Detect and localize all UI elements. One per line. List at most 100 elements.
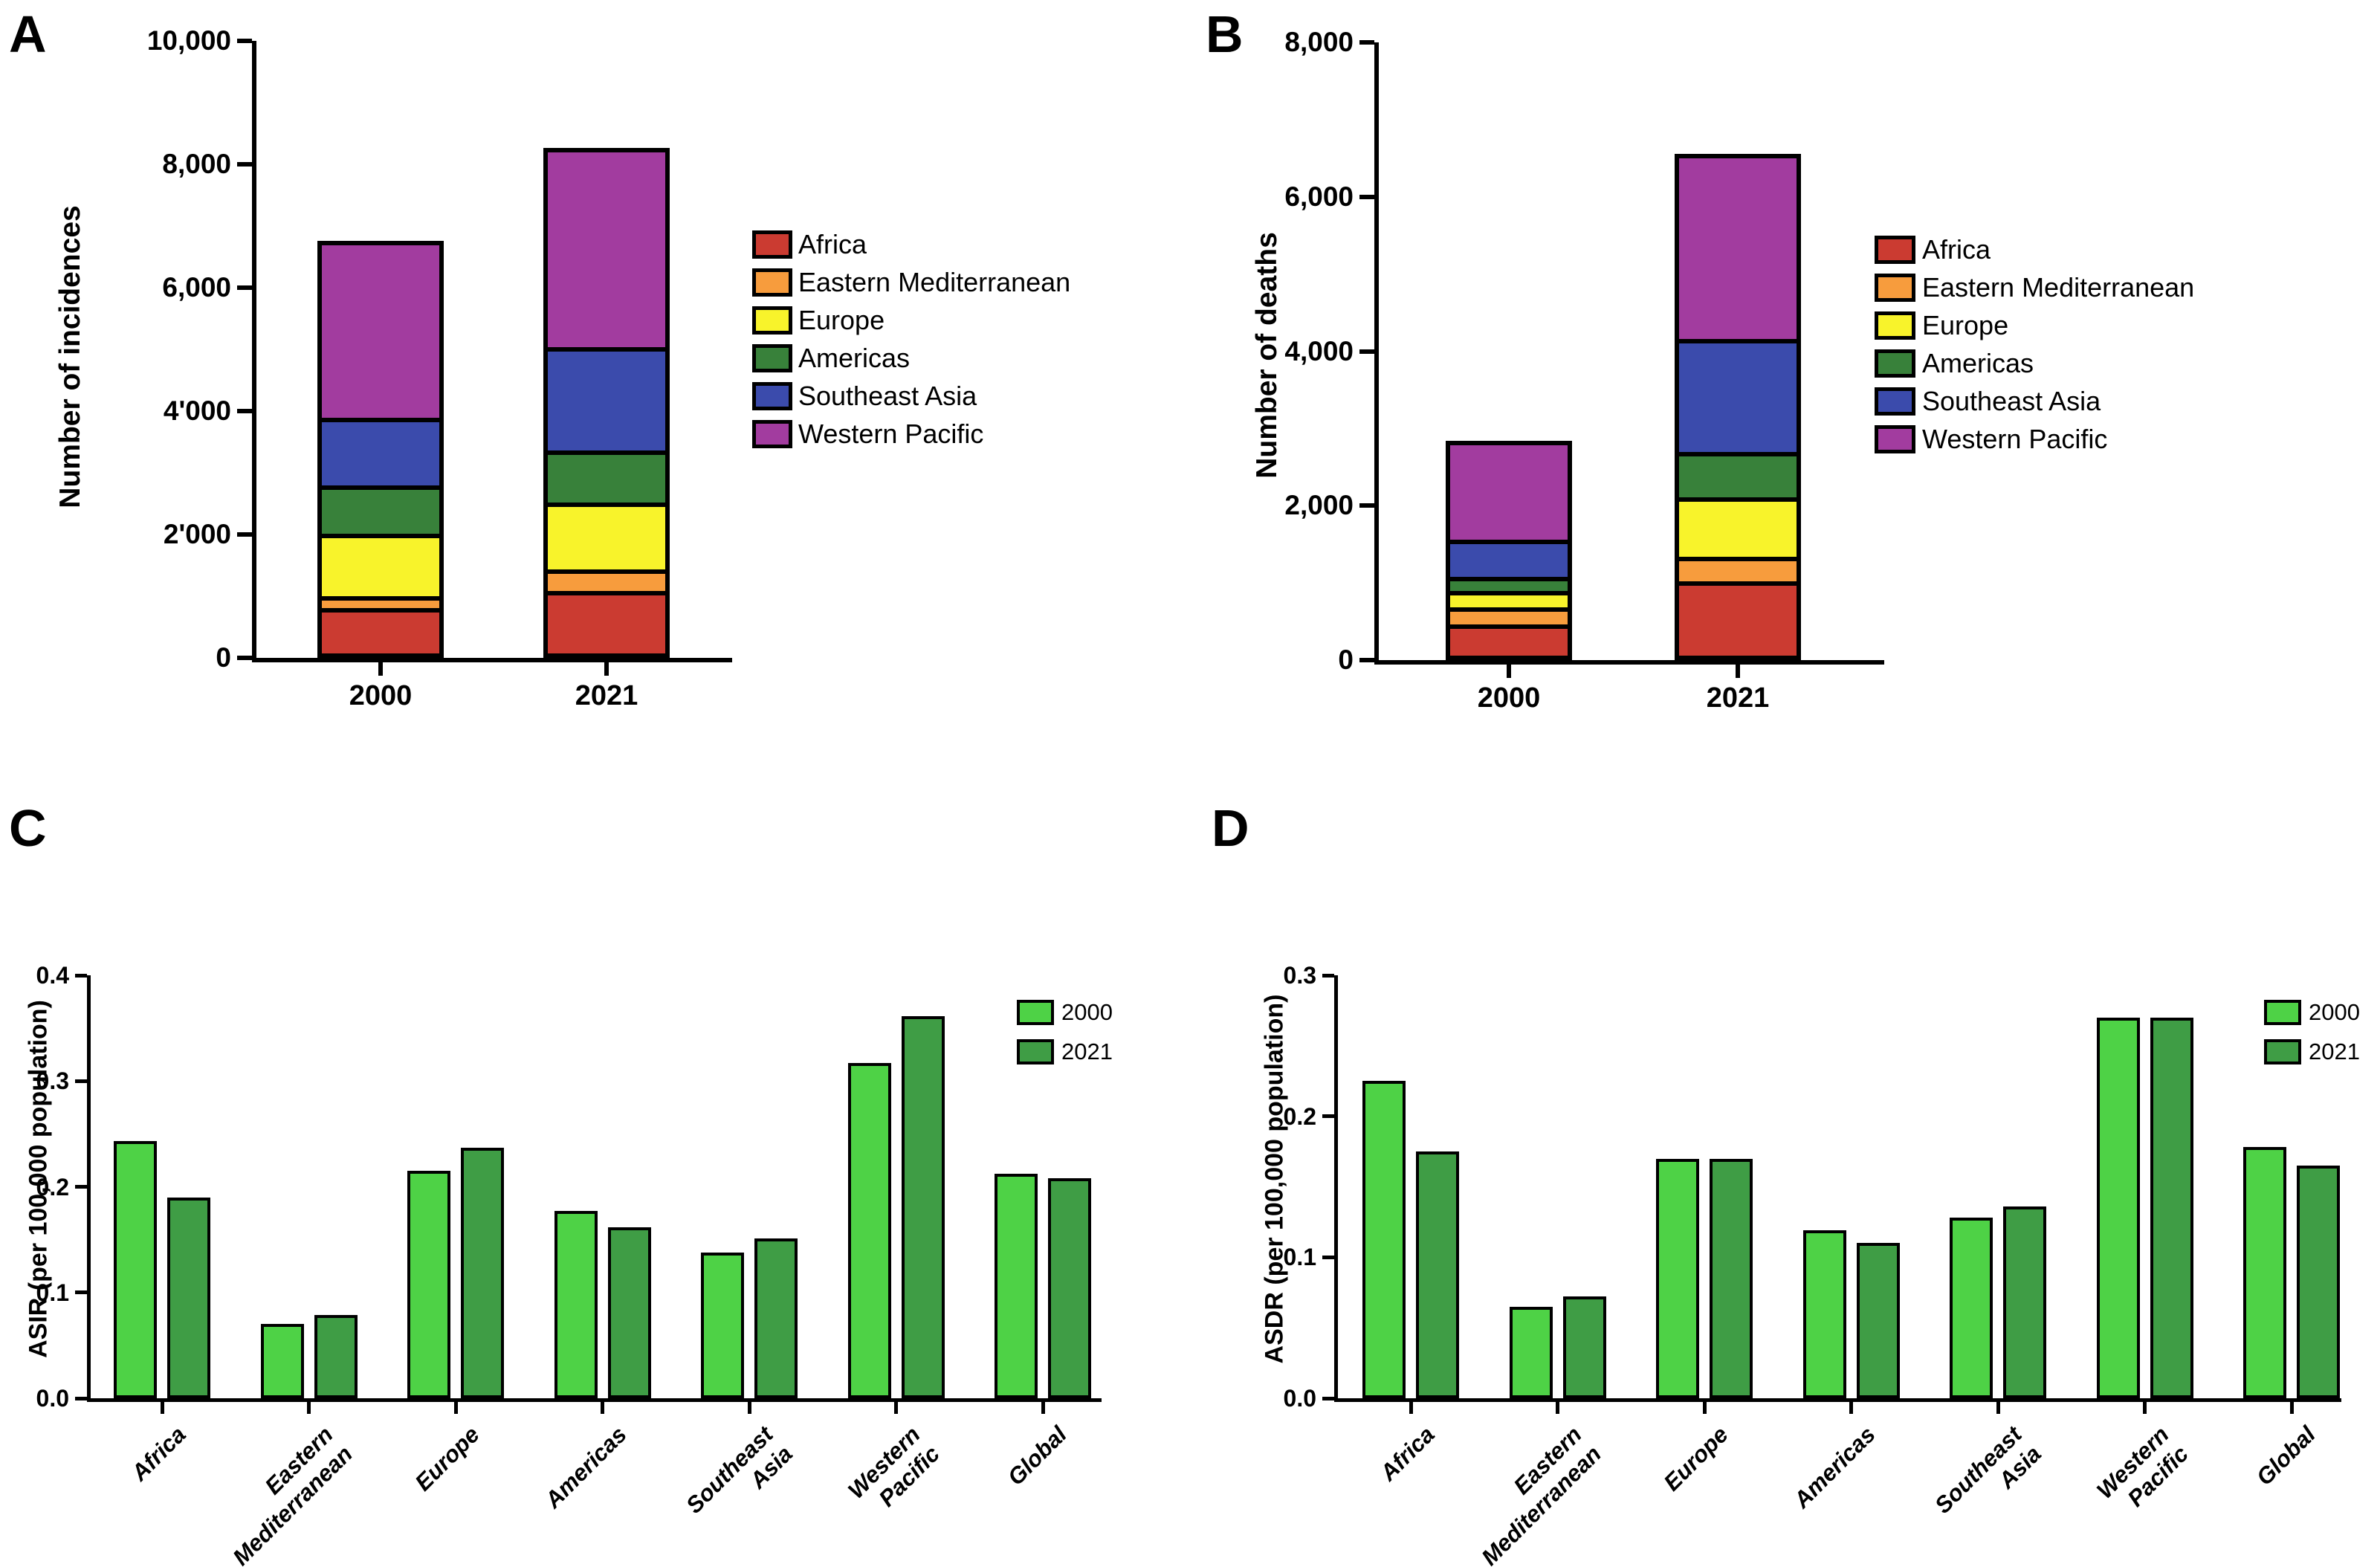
x-tick — [1041, 1402, 1045, 1414]
panel-c-chart: 0.0 0.1 0.2 0.3 0.4 Africa Eastern Mediterrane… — [0, 784, 1189, 1567]
y-tick — [1359, 349, 1374, 354]
legend-label: 2000 — [2309, 999, 2360, 1025]
x-tick — [1996, 1402, 2000, 1414]
grouped-bar-2021-western-pacific — [2150, 1017, 2193, 1398]
legend-swatch-americas — [1875, 349, 1915, 378]
x-tick-label: 2000 — [349, 680, 413, 711]
legend-swatch-southeast-asia — [1875, 387, 1915, 416]
y-tick — [1359, 194, 1374, 199]
legend-swatch-2021 — [2264, 1039, 2301, 1064]
x-tick — [2289, 1402, 2294, 1414]
grouped-bar-2000-western-pacific — [2096, 1017, 2140, 1398]
y-tick-label: 4,000 — [1284, 335, 1354, 366]
y-axis-line — [1334, 975, 1338, 1402]
grouped-bar-2000-eastern-mediterranean — [1509, 1306, 1553, 1398]
legend-label: Southeast Asia — [798, 381, 977, 411]
y-axis-line — [87, 975, 91, 1402]
legend-swatch-africa — [1875, 236, 1915, 264]
bar-segment-americas — [548, 454, 665, 508]
x-tick — [1556, 1402, 1559, 1414]
grouped-bar-2000-africa — [114, 1141, 157, 1398]
legend-label: Africa — [1922, 234, 1991, 265]
bar-segment-eastern-mediterranean — [322, 600, 439, 613]
legend-label: 2021 — [1061, 1038, 1113, 1064]
y-tick-label: 0.0 — [1283, 1385, 1316, 1412]
y-tick-label: 2'000 — [163, 519, 231, 549]
y-tick — [1322, 1255, 1334, 1259]
y-tick — [237, 162, 252, 167]
x-tick — [2143, 1402, 2147, 1414]
y-tick-label: 0.2 — [1283, 1102, 1316, 1130]
grouped-bar-2000-africa — [1362, 1081, 1406, 1398]
x-tick-label: 2021 — [1706, 682, 1770, 714]
grouped-bar-2021-africa — [1416, 1151, 1459, 1398]
y-tick-label: 0.2 — [36, 1173, 69, 1201]
x-tick — [1736, 665, 1740, 678]
legend-label: 2000 — [1061, 999, 1113, 1025]
y-tick-label: 0.3 — [36, 1067, 69, 1095]
panel-b-chart: 0 2,000 4,000 6,000 8,000 2000 2021 Africa Easte… — [1189, 0, 2380, 784]
y-tick-label: 0.1 — [36, 1279, 69, 1306]
legend-label: Europe — [798, 305, 885, 335]
stacked-bar-2021 — [1675, 153, 1801, 660]
y-tick — [75, 1079, 87, 1083]
y-tick — [237, 39, 252, 43]
panel-b: B Number of deaths 0 2,000 4,000 6,000 8,000… — [1189, 0, 2380, 784]
legend-label: Africa — [798, 229, 867, 259]
y-tick — [75, 973, 87, 978]
grouped-bar-2021-africa — [167, 1197, 210, 1398]
category-label: Africa — [126, 1421, 191, 1486]
legend-label: Western Pacific — [798, 419, 984, 449]
x-tick — [453, 1402, 458, 1414]
y-tick — [1359, 40, 1374, 45]
panel-d: D ASDR (per 100,000 population) 0.0 0.1 0.… — [1189, 784, 2380, 1567]
bar-segment-western-pacific — [548, 152, 665, 352]
legend-swatch-eastern-mediterranean — [1875, 274, 1915, 302]
x-tick — [601, 1402, 604, 1414]
bar-segment-europe — [322, 538, 439, 601]
x-tick — [1702, 1402, 1707, 1414]
y-tick — [237, 656, 252, 660]
bar-segment-southeast-asia — [548, 352, 665, 455]
bar-segment-africa — [1450, 629, 1568, 656]
y-tick — [237, 532, 252, 537]
bar-segment-americas — [1450, 581, 1568, 596]
legend-label: Southeast Asia — [1922, 386, 2101, 416]
panel-b-letter: B — [1206, 5, 1244, 63]
x-axis-line — [1334, 1398, 2341, 1402]
panel-d-letter: D — [1212, 799, 1250, 857]
grouped-bar-2021-southeast-asia — [2003, 1206, 2046, 1398]
bar-segment-africa — [322, 612, 439, 653]
bar-segment-africa — [1679, 586, 1797, 656]
legend-swatch-2000 — [1017, 1000, 1054, 1025]
legend-label: Americas — [798, 343, 911, 373]
grouped-bar-2021-europe — [461, 1147, 504, 1398]
x-tick — [747, 1402, 751, 1414]
legend-swatch-europe — [752, 306, 792, 335]
y-tick — [237, 409, 252, 413]
y-tick-label: 8,000 — [162, 149, 231, 179]
legend-swatch-2000 — [2264, 1000, 2301, 1025]
bar-segment-southeast-asia — [1450, 544, 1568, 582]
y-tick-label: 8,000 — [1284, 27, 1354, 57]
grouped-bar-2021-eastern-mediterranean — [1562, 1296, 1606, 1398]
grouped-bar-2000-americas — [554, 1211, 598, 1398]
bar-segment-southeast-asia — [1679, 343, 1797, 457]
stacked-bar-2000 — [317, 240, 444, 658]
grouped-bar-2021-eastern-mediterranean — [314, 1314, 358, 1398]
y-tick — [237, 285, 252, 290]
grouped-bar-2021-americas — [1856, 1243, 1900, 1398]
panel-a: A Number of incidences 0 2'000 4'000 6,000 8… — [0, 0, 1189, 784]
grouped-bar-2021-southeast-asia — [754, 1238, 798, 1398]
x-axis-line — [1374, 660, 1884, 665]
y-axis-line — [1374, 42, 1379, 665]
stacked-bar-2021 — [543, 147, 670, 658]
category-label: Africa — [1374, 1421, 1440, 1486]
bar-segment-europe — [1450, 595, 1568, 613]
grouped-bar-2000-global — [995, 1174, 1038, 1398]
grouped-bar-2000-western-pacific — [847, 1063, 891, 1398]
legend-label: Americas — [1922, 348, 2034, 378]
legend-swatch-southeast-asia — [752, 382, 792, 410]
x-tick — [1409, 1402, 1413, 1414]
x-tick — [1849, 1402, 1853, 1414]
